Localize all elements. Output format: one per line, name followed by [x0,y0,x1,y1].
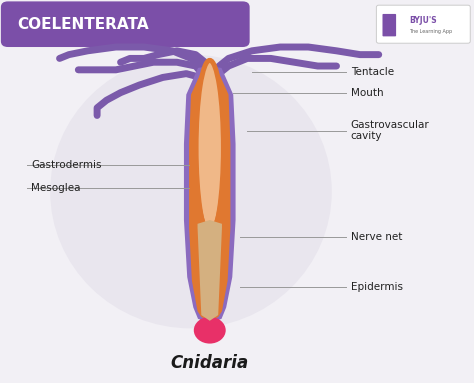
Text: COELENTERATA: COELENTERATA [18,17,149,32]
Polygon shape [184,66,236,322]
Text: Gastrovascular
cavity: Gastrovascular cavity [351,120,429,141]
Polygon shape [198,220,222,321]
Text: Nerve net: Nerve net [351,232,402,242]
Text: Mouth: Mouth [351,88,383,98]
Text: Gastrodermis: Gastrodermis [31,160,102,170]
Polygon shape [189,68,230,321]
Ellipse shape [194,317,226,344]
Text: The Learning App: The Learning App [409,29,452,34]
FancyBboxPatch shape [376,5,470,43]
FancyBboxPatch shape [1,2,250,47]
Ellipse shape [198,61,222,228]
Text: Mesoglea: Mesoglea [31,183,81,193]
Text: Cnidaria: Cnidaria [171,354,249,372]
Text: Tentacle: Tentacle [351,67,394,77]
Text: BYJU'S: BYJU'S [409,16,437,25]
Text: Epidermis: Epidermis [351,282,402,291]
Polygon shape [201,319,219,338]
FancyBboxPatch shape [383,14,396,36]
Ellipse shape [50,55,332,328]
